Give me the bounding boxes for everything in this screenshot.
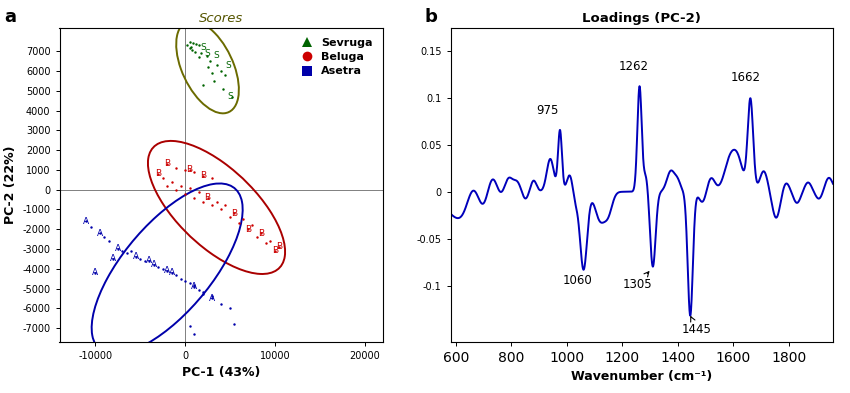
Text: A: A [110,254,116,263]
Text: 975: 975 [536,104,558,117]
Text: 1262: 1262 [619,60,649,73]
Y-axis label: PC-2 (22%): PC-2 (22%) [3,145,17,224]
Text: A: A [168,268,175,277]
Text: B: B [258,229,264,238]
Text: A: A [146,256,152,265]
Text: A: A [209,294,215,303]
Text: A: A [83,217,89,226]
Text: S: S [225,61,231,70]
Text: S: S [213,51,219,60]
Text: S: S [227,92,233,101]
Text: B: B [200,171,206,180]
Text: S: S [201,43,206,52]
Text: a: a [4,8,16,26]
Text: A: A [191,282,197,291]
Legend: Sevruga, Beluga, Asetra: Sevruga, Beluga, Asetra [291,33,377,81]
Text: A: A [115,244,121,253]
Text: A: A [133,252,139,261]
Title: Scores: Scores [199,12,243,25]
Text: 1445: 1445 [682,317,711,336]
Text: B: B [231,209,237,218]
Text: A: A [93,268,99,277]
Text: B: B [205,193,211,202]
X-axis label: Wavenumber (cm⁻¹): Wavenumber (cm⁻¹) [571,371,712,384]
Text: B: B [164,160,170,169]
Text: B: B [272,246,278,255]
Text: B: B [186,165,193,174]
Text: A: A [164,266,170,275]
X-axis label: PC-1 (43%): PC-1 (43%) [182,367,260,380]
Text: 1305: 1305 [623,272,653,292]
Text: A: A [150,260,156,269]
Text: b: b [425,8,438,26]
Text: B: B [276,242,282,252]
Text: B: B [245,225,251,234]
Text: 1662: 1662 [731,71,761,84]
Text: S: S [205,49,211,58]
Title: Loadings (PC-2): Loadings (PC-2) [582,12,701,25]
Text: A: A [97,229,103,238]
Text: 1060: 1060 [563,274,592,287]
Text: B: B [156,169,162,178]
